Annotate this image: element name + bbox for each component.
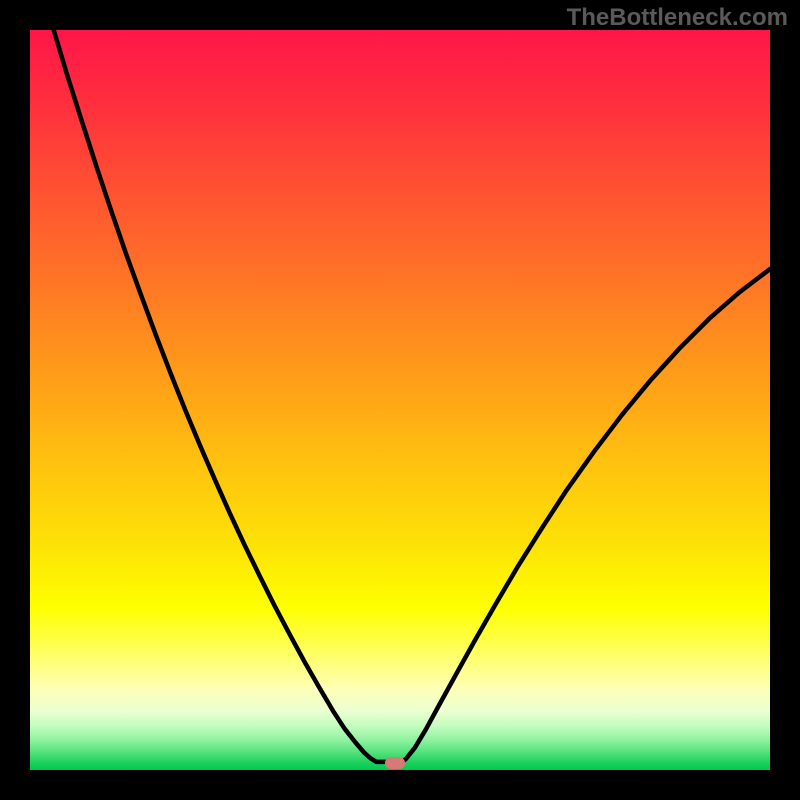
optimal-point-marker bbox=[385, 757, 405, 769]
chart-container: TheBottleneck.com bbox=[0, 0, 800, 800]
plot-area bbox=[30, 30, 770, 770]
watermark-text: TheBottleneck.com bbox=[567, 4, 788, 32]
bottleneck-curve bbox=[30, 30, 770, 770]
